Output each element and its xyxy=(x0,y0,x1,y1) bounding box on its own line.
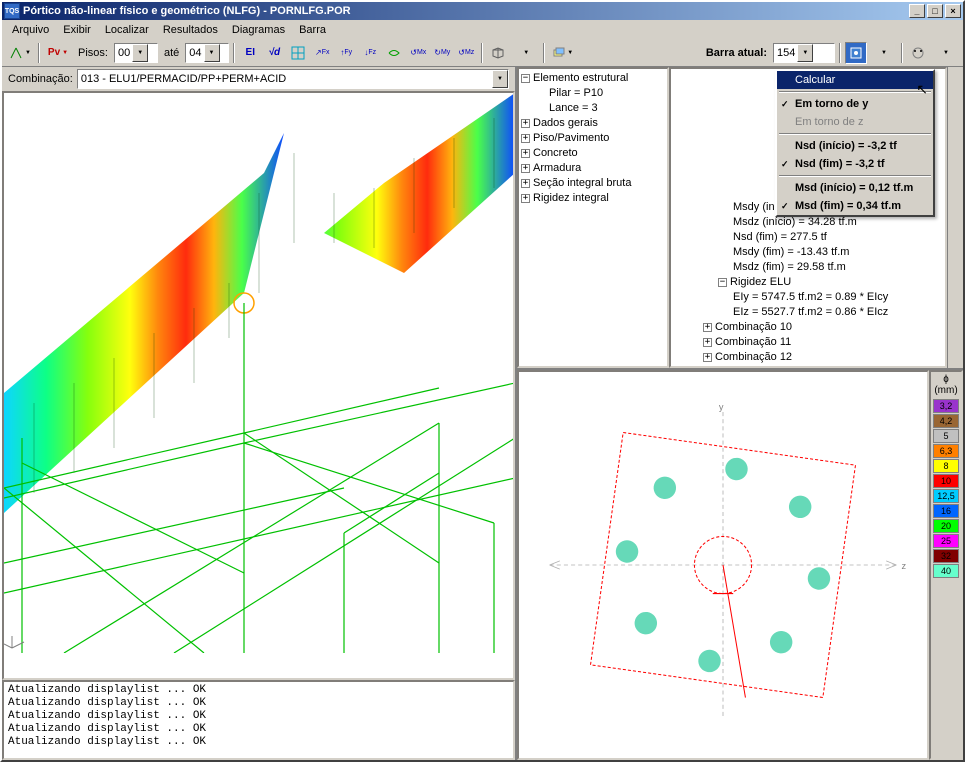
result-comb12[interactable]: Combinação 12 xyxy=(715,350,792,365)
menu-exibir[interactable]: Exibir xyxy=(57,22,97,38)
result-comb10[interactable]: Combinação 10 xyxy=(715,320,792,335)
tool-pv[interactable]: Pv▼ xyxy=(44,42,72,64)
tree-item[interactable]: Dados gerais xyxy=(533,116,598,131)
legend-swatch: 8 xyxy=(933,459,959,473)
tool-moment-icon[interactable] xyxy=(383,42,405,64)
menu-localizar[interactable]: Localizar xyxy=(99,22,155,38)
menu-resultados[interactable]: Resultados xyxy=(157,22,224,38)
result-eiz: EIz = 5527.7 tf.m2 = 0.86 * EIcz xyxy=(733,305,888,320)
tree-item[interactable]: Rigidez integral xyxy=(533,191,609,206)
menu-diagramas[interactable]: Diagramas xyxy=(226,22,291,38)
piso-from-combo[interactable]: 00▼ xyxy=(114,43,158,63)
tree-structure[interactable]: −Elemento estrutural Pilar = P10 Lance =… xyxy=(517,67,669,368)
tool-fy[interactable]: ↑Fy xyxy=(335,42,357,64)
legend-swatch: 16 xyxy=(933,504,959,518)
menu-calcular[interactable]: Calcular xyxy=(777,71,933,89)
result-rigidez[interactable]: Rigidez ELU xyxy=(730,275,791,290)
tool-fz[interactable]: ↓Fz xyxy=(359,42,381,64)
window-title: Pórtico não-linear físico e geométrico (… xyxy=(23,5,351,17)
piso-to-combo[interactable]: 04▼ xyxy=(185,43,229,63)
rebar-legend: ɸ(mm) 3,24,256,381012,51620253240 xyxy=(929,370,963,760)
tree-item[interactable]: Seção integral bruta xyxy=(533,176,631,191)
tree-item[interactable]: Armadura xyxy=(533,161,581,176)
result-msdz-inicio: Msdz (início) = 34.28 tf.m xyxy=(733,215,857,230)
result-nsd-fim: Nsd (fim) = 277.5 tf xyxy=(733,230,827,245)
svg-text:y: y xyxy=(719,402,724,412)
legend-header: ɸ(mm) xyxy=(934,374,957,396)
combo-row: Combinação: 013 - ELU1/PERMACID/PP+PERM+… xyxy=(2,67,515,91)
menu-em-torno-z: Em torno de z xyxy=(777,113,933,131)
legend-swatch: 32 xyxy=(933,549,959,563)
legend-swatch: 5 xyxy=(933,429,959,443)
legend-swatch: 12,5 xyxy=(933,489,959,503)
tool-section-dd[interactable]: ▼ xyxy=(931,42,959,64)
toolbar-main: ▼ Pv▼ Pisos: 00▼ até 04▼ EI √d ↗Fx ↑Fy ↓… xyxy=(2,39,963,67)
legend-swatch: 20 xyxy=(933,519,959,533)
tool-fx[interactable]: ↗Fx xyxy=(311,42,333,64)
menubar: Arquivo Exibir Localizar Resultados Diag… xyxy=(2,20,963,39)
app-icon: TQS xyxy=(4,3,20,19)
menu-msd-inicio[interactable]: Msd (início) = 0,12 tf.m xyxy=(777,179,933,197)
legend-swatch: 40 xyxy=(933,564,959,578)
result-msdy-fim: Msdy (fim) = -13.43 tf.m xyxy=(733,245,849,260)
close-button[interactable]: × xyxy=(945,4,961,18)
combinacao-label: Combinação: xyxy=(8,73,73,85)
barra-atual-combo[interactable]: 154▼ xyxy=(773,43,835,63)
tree-item[interactable]: Concreto xyxy=(533,146,578,161)
section-canvas[interactable]: z y xyxy=(517,370,929,760)
legend-swatch: 4,2 xyxy=(933,414,959,428)
tool-my[interactable]: ↻My xyxy=(431,42,453,64)
context-menu: Calcular ✓Em torno de y Em torno de z Ns… xyxy=(775,69,935,217)
tool-mz[interactable]: ↺Mz xyxy=(455,42,477,64)
svg-text:z: z xyxy=(902,561,907,571)
combinacao-combo[interactable]: 013 - ELU1/PERMACID/PP+PERM+ACID▼ xyxy=(77,69,509,89)
legend-swatch: 6,3 xyxy=(933,444,959,458)
titlebar: TQS Pórtico não-linear físico e geométri… xyxy=(2,2,963,20)
tree-pilar[interactable]: Pilar = P10 xyxy=(549,86,603,101)
tool-mx[interactable]: ↺Mx xyxy=(407,42,429,64)
tree-results[interactable]: ssou sou 2 tf Msdy (início) = -15.2 Msdz… xyxy=(669,67,947,368)
menu-barra[interactable]: Barra xyxy=(293,22,332,38)
tool-layers-dd[interactable]: ▼ xyxy=(549,42,577,64)
tool-3d-icon[interactable] xyxy=(487,42,509,64)
tool-section-icon[interactable] xyxy=(907,42,929,64)
result-msdz-fim: Msdz (fim) = 29.58 tf.m xyxy=(733,260,846,275)
scrollbar-v[interactable] xyxy=(947,67,963,368)
pisos-label: Pisos: xyxy=(78,47,108,59)
maximize-button[interactable]: □ xyxy=(927,4,943,18)
result-comb11[interactable]: Combinação 11 xyxy=(715,335,791,350)
minimize-button[interactable]: _ xyxy=(909,4,925,18)
menu-nsd-inicio[interactable]: Nsd (início) = -3,2 tf xyxy=(777,137,933,155)
tree-lance[interactable]: Lance = 3 xyxy=(549,101,598,116)
tool-3d-dd[interactable]: ▼ xyxy=(511,42,539,64)
tool-vd[interactable]: √d xyxy=(263,42,285,64)
tool-view-dd[interactable]: ▼ xyxy=(6,42,34,64)
menu-nsd-fim[interactable]: ✓Nsd (fim) = -3,2 tf xyxy=(777,155,933,173)
result-eiy: EIy = 5747.5 tf.m2 = 0.89 * EIcy xyxy=(733,290,888,305)
console-output: Atualizando displaylist ... OK Atualizan… xyxy=(2,680,515,760)
menu-em-torno-y[interactable]: ✓Em torno de y xyxy=(777,95,933,113)
ate-label: até xyxy=(164,47,179,59)
tool-grid-icon[interactable] xyxy=(287,42,309,64)
menu-msd-fim[interactable]: ✓Msd (fim) = 0,34 tf.m xyxy=(777,197,933,215)
tree-item[interactable]: Piso/Pavimento xyxy=(533,131,609,146)
barra-atual-label: Barra atual: xyxy=(706,47,767,59)
legend-swatch: 25 xyxy=(933,534,959,548)
tree-root[interactable]: Elemento estrutural xyxy=(533,71,628,86)
tool-calc-dd[interactable]: ▼ xyxy=(869,42,897,64)
legend-swatch: 3,2 xyxy=(933,399,959,413)
tool-ei[interactable]: EI xyxy=(239,42,261,64)
legend-swatch: 10 xyxy=(933,474,959,488)
menu-arquivo[interactable]: Arquivo xyxy=(6,22,55,38)
tool-calc-icon[interactable] xyxy=(845,42,867,64)
diagram-viewport[interactable] xyxy=(2,91,515,680)
